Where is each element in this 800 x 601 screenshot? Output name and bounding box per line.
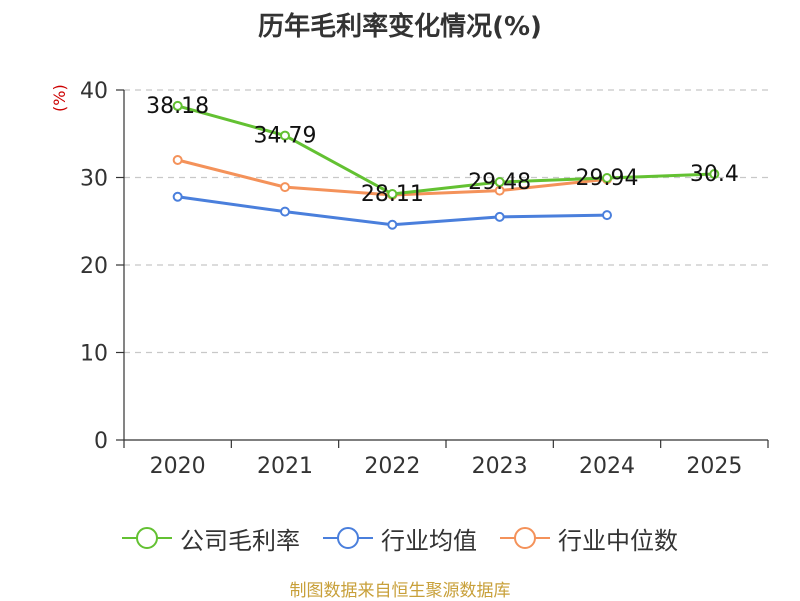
legend-marker-company — [122, 527, 172, 549]
data-label: 28.11 — [361, 182, 424, 207]
line-chart: 0 10 20 30 40 2020 2021 2022 2023 2024 2025 38.18 34… — [80, 79, 769, 479]
source-note: 制图数据来自恒生聚源数据库 — [289, 581, 511, 601]
data-point — [602, 173, 612, 184]
data-label: 34.79 — [254, 124, 317, 149]
data-point — [494, 177, 505, 188]
x-tick-label: 2020 — [150, 454, 206, 479]
y-tick-label: 30 — [80, 167, 108, 192]
data-label: 29.94 — [576, 166, 639, 191]
legend-label-industry-median: 行业中位数 — [558, 526, 678, 555]
legend-marker-industry-median — [500, 527, 550, 549]
chart-title: 历年毛利率变化情况(%) — [258, 12, 542, 42]
data-label: 29.48 — [468, 170, 531, 195]
x-tick-label: 2024 — [579, 454, 635, 479]
y-tick-label: 20 — [80, 254, 108, 279]
data-point — [172, 155, 183, 165]
data-point — [172, 191, 183, 202]
data-point — [280, 206, 290, 217]
y-tick-label: 40 — [80, 79, 108, 104]
legend-label-industry-mean: 行业均值 — [381, 526, 477, 555]
y-tick-label: 0 — [94, 429, 108, 454]
series-line — [177, 104, 715, 196]
legend-item-company[interactable]: 公司毛利率 — [122, 520, 300, 556]
data-point — [709, 169, 720, 179]
x-tick-label: 2025 — [686, 454, 742, 479]
data-label: 30.4 — [690, 162, 739, 187]
x-tick-label: 2022 — [364, 454, 420, 479]
data-point — [172, 100, 183, 111]
legend-marker-industry-mean — [323, 527, 373, 549]
legend-label-company: 公司毛利率 — [180, 526, 300, 555]
y-tick-label: 10 — [80, 342, 108, 367]
data-point — [280, 130, 290, 141]
data-point — [280, 182, 290, 193]
legend-item-industry-median[interactable]: 行业中位数 — [500, 520, 678, 556]
data-point — [494, 211, 505, 222]
x-tick-label: 2023 — [472, 454, 528, 479]
data-label: 38.18 — [146, 94, 209, 119]
data-point — [387, 189, 398, 200]
data-point — [387, 219, 398, 230]
legend: 公司毛利率 行业均值 行业中位数 — [0, 520, 800, 556]
x-tick-label: 2021 — [257, 454, 313, 479]
legend-item-industry-mean[interactable]: 行业均值 — [323, 520, 477, 556]
data-point — [602, 210, 612, 221]
